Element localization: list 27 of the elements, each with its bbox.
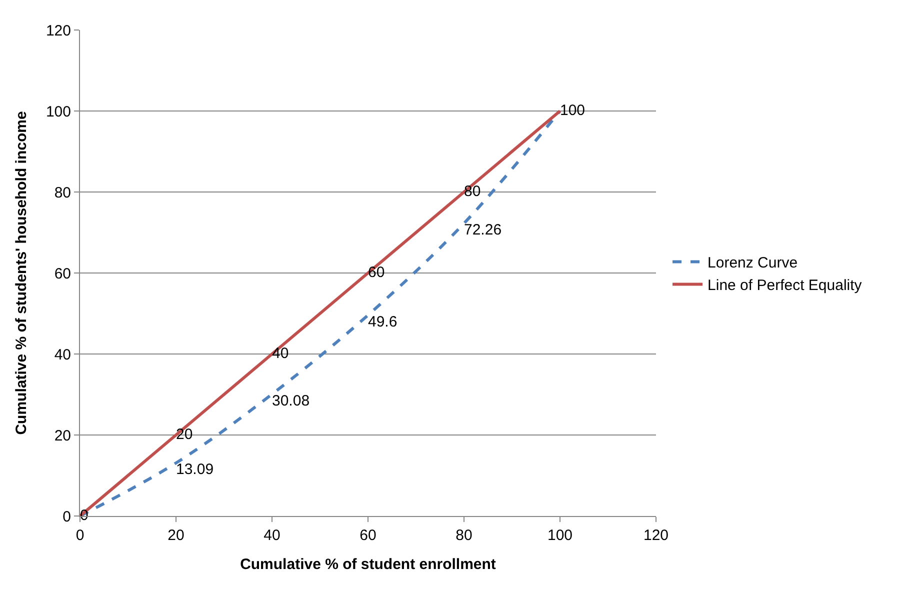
data-label: 40 xyxy=(272,344,289,362)
data-label: 49.6 xyxy=(368,313,398,330)
y-tick-label: 60 xyxy=(54,265,71,282)
data-label: 80 xyxy=(464,182,481,200)
y-tick-label: 120 xyxy=(46,22,71,40)
legend-label: Lorenz Curve xyxy=(708,254,798,272)
y-tick-label: 80 xyxy=(54,184,71,202)
y-axis-title: Cumulative % of students' household income xyxy=(13,111,30,435)
x-tick-label: 0 xyxy=(76,527,84,544)
x-tick-label: 120 xyxy=(643,527,669,544)
y-tick-label: 0 xyxy=(62,508,71,526)
data-label: 20 xyxy=(176,426,193,443)
y-tick-label: 100 xyxy=(46,103,71,120)
x-tick-label: 60 xyxy=(360,527,376,544)
y-tick-label: 40 xyxy=(54,346,71,364)
data-label: 60 xyxy=(368,264,385,281)
data-label: 100 xyxy=(560,102,586,119)
x-tick-label: 80 xyxy=(456,527,472,544)
data-label: 30.08 xyxy=(272,392,310,410)
legend-label: Line of Perfect Equality xyxy=(708,277,862,294)
x-tick-label: 100 xyxy=(547,527,573,544)
x-tick-label: 20 xyxy=(168,527,184,544)
data-label: 72.26 xyxy=(464,222,502,239)
x-axis-title: Cumulative % of student enrollment xyxy=(240,556,496,573)
y-tick-label: 20 xyxy=(54,427,71,444)
x-tick-label: 40 xyxy=(264,527,280,544)
data-label: 13.09 xyxy=(176,461,214,478)
